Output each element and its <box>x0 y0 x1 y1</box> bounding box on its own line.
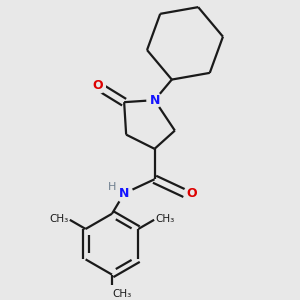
Circle shape <box>116 185 133 202</box>
Text: N: N <box>119 187 129 200</box>
Circle shape <box>184 186 199 201</box>
Text: N: N <box>149 94 160 106</box>
Circle shape <box>90 78 105 94</box>
Text: CH₃: CH₃ <box>112 289 131 299</box>
Text: O: O <box>186 187 197 200</box>
Circle shape <box>147 92 162 108</box>
Text: O: O <box>92 80 103 92</box>
Text: CH₃: CH₃ <box>50 214 69 224</box>
Text: CH₃: CH₃ <box>155 214 174 224</box>
Text: H: H <box>108 182 116 192</box>
